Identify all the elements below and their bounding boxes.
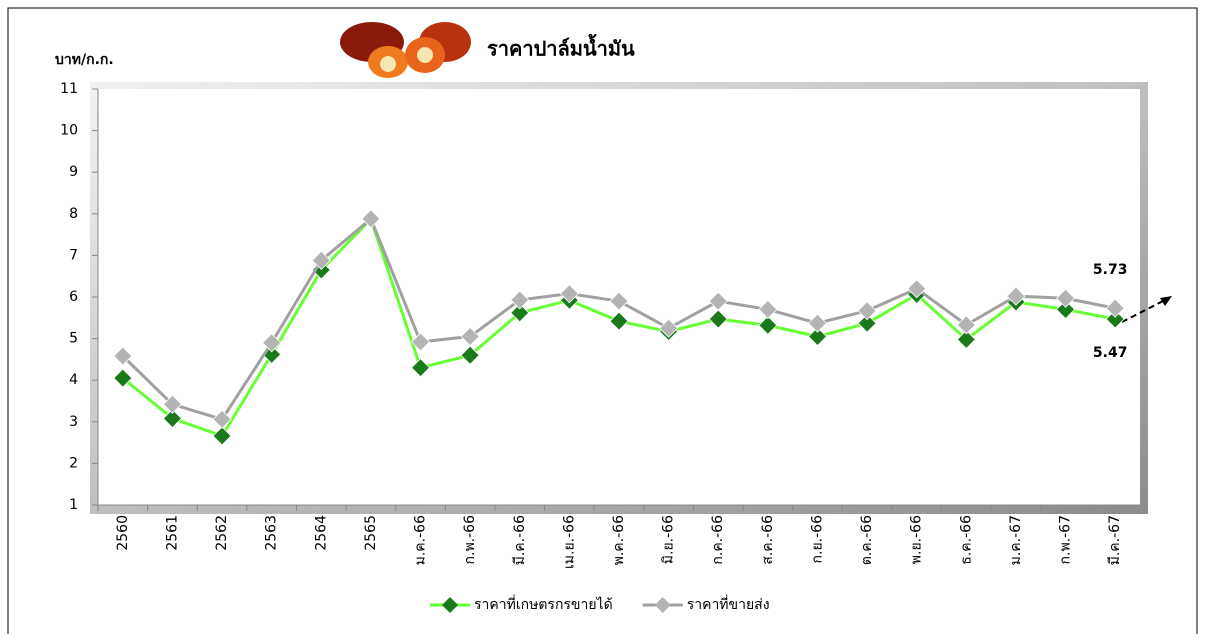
data-point [708, 309, 728, 329]
y-tick-label: 2 [69, 455, 78, 471]
y-tick-label: 10 [60, 123, 78, 139]
y-tick-label: 6 [69, 289, 78, 305]
legend-label: ราคาที่ขายส่ง [687, 595, 770, 613]
x-tick-label: มี.ค.-67 [1107, 515, 1123, 565]
x-tick-label: ก.พ.-66 [462, 515, 478, 565]
data-point [907, 279, 927, 299]
data-point [956, 315, 976, 335]
x-tick-label: ก.ค.-66 [710, 515, 726, 565]
y-tick-label: 7 [69, 247, 78, 263]
chart-title: ราคาปาล์มน้ำมัน [487, 34, 635, 61]
data-point [1105, 309, 1125, 329]
data-point [510, 290, 530, 310]
y-tick-label: 9 [69, 164, 78, 180]
data-point [113, 368, 133, 388]
data-point [460, 345, 480, 365]
legend-marker [442, 597, 458, 613]
data-point [311, 250, 331, 270]
data-point [758, 299, 778, 320]
data-point [162, 394, 182, 414]
data-label: 5.73 [1093, 262, 1128, 278]
data-point [1056, 288, 1076, 308]
legend-label: ราคาที่เกษตรกรขายได้ [474, 595, 613, 613]
y-tick-label: 4 [69, 372, 78, 388]
x-tick-label: มิ.ย.-66 [661, 515, 677, 564]
data-point [510, 303, 530, 323]
data-point [460, 326, 480, 347]
data-point [113, 346, 133, 366]
x-tick-label: ก.ย.-66 [809, 515, 825, 564]
data-label: 5.47 [1093, 345, 1128, 361]
data-point [857, 313, 877, 333]
x-tick-label: 2565 [363, 515, 379, 551]
data-point [659, 318, 679, 338]
data-point [807, 313, 828, 333]
data-point [956, 329, 976, 349]
x-tick-label: 2562 [214, 515, 230, 551]
y-axis-label: บาท/ก.ก. [55, 52, 114, 68]
x-tick-label: 2564 [313, 515, 329, 551]
data-point [212, 426, 232, 446]
y-tick-label: 5 [69, 331, 78, 347]
x-tick-label: ธ.ค.-66 [958, 515, 974, 565]
data-point [1006, 286, 1026, 306]
data-point [410, 332, 431, 352]
legend-marker [654, 597, 671, 613]
data-point [1056, 299, 1076, 320]
data-point [1105, 298, 1125, 318]
y-tick-label: 1 [69, 497, 78, 513]
x-tick-label: 2560 [115, 515, 131, 551]
data-point [758, 315, 778, 335]
y-tick-label: 3 [69, 414, 78, 430]
data-point [410, 358, 431, 378]
x-tick-label: เม.ย.-66 [561, 515, 577, 569]
x-tick-label: ต.ค.-66 [859, 515, 875, 565]
x-tick-label: ม.ค.-66 [413, 515, 429, 565]
x-tick-label: ก.พ.-67 [1058, 515, 1074, 564]
palm-icon [340, 22, 471, 78]
data-point [609, 311, 629, 331]
data-point [708, 291, 728, 311]
x-tick-label: มี.ค.-66 [512, 515, 528, 565]
x-tick-label: 2561 [164, 515, 180, 551]
x-tick-label: 2563 [264, 515, 280, 551]
data-point [807, 326, 828, 347]
data-point [212, 409, 232, 429]
arrow [1121, 296, 1172, 323]
y-tick-label: 11 [60, 81, 78, 97]
data-point [162, 408, 182, 429]
x-tick-label: ม.ค.-67 [1008, 515, 1024, 565]
data-point [559, 284, 579, 304]
data-point [361, 209, 381, 229]
data-point [262, 333, 282, 353]
data-point [857, 301, 877, 321]
outer-border [7, 7, 1198, 638]
y-tick-label: 8 [69, 206, 78, 222]
x-tick-label: ส.ค.-66 [760, 515, 776, 565]
x-tick-label: พ.ค.-66 [611, 515, 627, 565]
data-point [609, 291, 629, 311]
x-tick-label: พ.ย.-66 [909, 515, 925, 564]
